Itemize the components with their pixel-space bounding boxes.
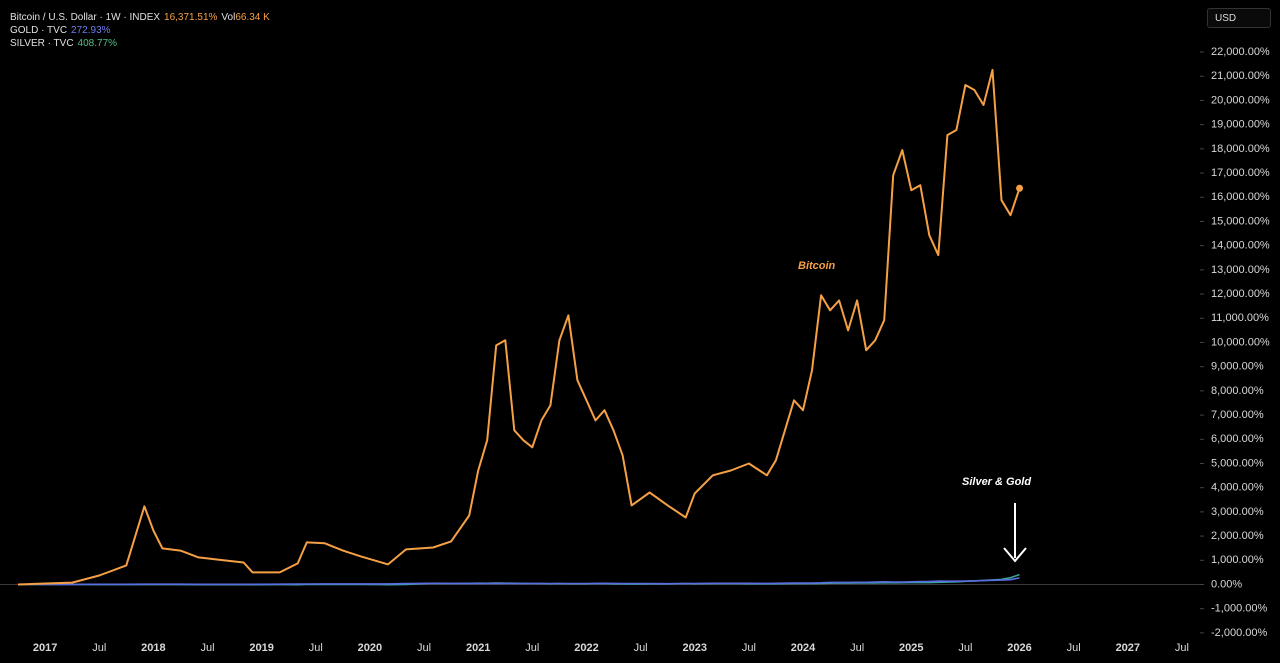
x-tick-label: 2027 — [1116, 642, 1140, 654]
y-tick-label: 20,000.00% — [1211, 94, 1270, 106]
x-tick-label: 2020 — [358, 642, 382, 654]
y-tick-label: 21,000.00% — [1211, 70, 1270, 82]
y-tick-label: 9,000.00% — [1211, 361, 1264, 373]
x-tick-label: Jul — [417, 642, 431, 654]
y-tick-label: 2,000.00% — [1211, 530, 1264, 542]
x-tick-label: 2025 — [899, 642, 923, 654]
legend-value: 408.77% — [77, 38, 118, 49]
legend-row: SILVER · TVC 408.77% — [10, 37, 274, 50]
x-tick-label: Jul — [1175, 642, 1189, 654]
legend-name: GOLD · TVC — [10, 25, 68, 36]
legend-value: 16,371.51% — [164, 12, 218, 23]
x-tick-label: 2017 — [33, 642, 57, 654]
y-tick-label: 22,000.00% — [1211, 46, 1270, 58]
x-tick-label: Jul — [1067, 642, 1081, 654]
x-tick-label: 2024 — [791, 642, 816, 654]
currency-button[interactable]: USD — [1207, 8, 1271, 28]
volume-value: 66.34 K — [235, 12, 270, 23]
y-tick-label: 10,000.00% — [1211, 336, 1270, 348]
x-tick-label: 2018 — [141, 642, 165, 654]
x-tick-label: Jul — [309, 642, 323, 654]
x-tick-label: Jul — [742, 642, 756, 654]
y-tick-label: 11,000.00% — [1211, 312, 1269, 324]
y-tick-label: 13,000.00% — [1211, 264, 1270, 276]
legend-name: Bitcoin / U.S. Dollar · 1W · INDEX — [10, 12, 161, 23]
x-tick-label: 2023 — [682, 642, 706, 654]
y-tick-label: 12,000.00% — [1211, 288, 1270, 300]
x-tick-label: 2022 — [574, 642, 598, 654]
x-tick-label: 2019 — [249, 642, 273, 654]
annotation: Silver & Gold — [962, 476, 1031, 488]
y-tick-label: 0.00% — [1211, 578, 1242, 590]
x-tick-label: Jul — [92, 642, 106, 654]
y-tick-label: 7,000.00% — [1211, 409, 1264, 421]
legend-row: GOLD · TVC 272.93% — [10, 24, 274, 37]
y-tick-label: -1,000.00% — [1211, 603, 1267, 615]
legend-value: 272.93% — [71, 25, 111, 36]
series-line — [17, 577, 1020, 586]
y-tick-label: 3,000.00% — [1211, 506, 1264, 518]
y-tick-label: 14,000.00% — [1211, 240, 1270, 252]
y-tick-label: 15,000.00% — [1211, 215, 1270, 227]
volume-label: Vol — [221, 12, 236, 23]
y-tick-label: 8,000.00% — [1211, 385, 1264, 397]
x-tick-label: 2021 — [466, 642, 490, 654]
y-tick-label: 5,000.00% — [1211, 457, 1264, 469]
y-tick-label: 6,000.00% — [1211, 433, 1264, 445]
x-tick-label: Jul — [850, 642, 864, 654]
x-tick-label: Jul — [634, 642, 648, 654]
x-tick-label: 2026 — [1007, 642, 1031, 654]
y-tick-label: 1,000.00% — [1211, 554, 1264, 566]
y-tick-label: -2,000.00% — [1211, 627, 1267, 639]
legend: Bitcoin / U.S. Dollar · 1W · INDEX 16,371… — [10, 11, 274, 50]
y-tick-label: 19,000.00% — [1211, 119, 1270, 131]
series-line — [17, 68, 1021, 586]
y-tick-label: 18,000.00% — [1211, 143, 1270, 155]
last-point — [1016, 184, 1024, 192]
x-tick-label: Jul — [525, 642, 539, 654]
annotation-arrow-head — [1003, 547, 1027, 563]
annotation: Bitcoin — [798, 260, 836, 272]
x-tick-label: Jul — [958, 642, 972, 654]
y-tick-label: 4,000.00% — [1211, 482, 1264, 494]
y-tick-label: 16,000.00% — [1211, 191, 1270, 203]
y-tick-label: 17,000.00% — [1211, 167, 1270, 179]
legend-row: Bitcoin / U.S. Dollar · 1W · INDEX 16,371… — [10, 11, 274, 24]
legend-name: SILVER · TVC — [10, 38, 74, 49]
x-tick-label: Jul — [200, 642, 214, 654]
